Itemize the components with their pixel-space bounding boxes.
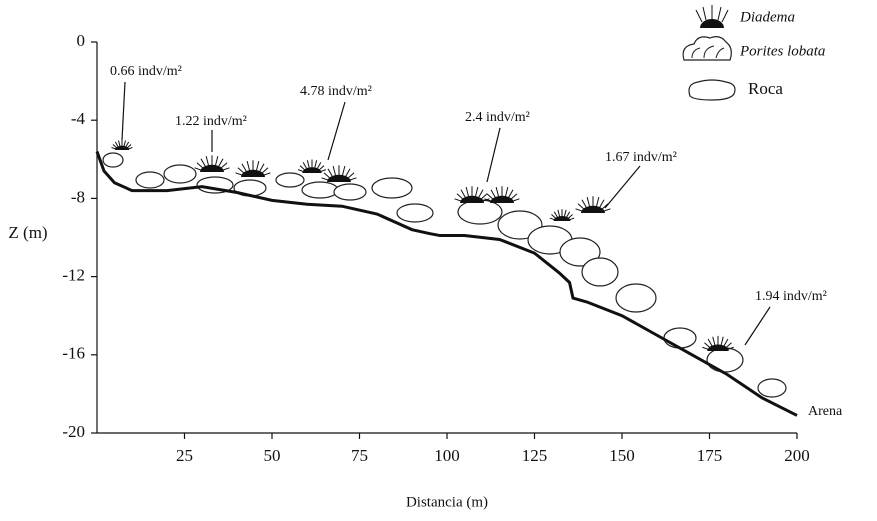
rock — [301, 181, 339, 199]
x-tick-label: 125 — [522, 446, 548, 465]
y-tick-label: -12 — [62, 266, 85, 285]
legend-rock — [688, 79, 736, 101]
x-tick-label: 150 — [609, 446, 635, 465]
legend-label: Roca — [748, 79, 783, 98]
rock — [333, 183, 367, 201]
rock — [497, 210, 543, 240]
rock — [581, 257, 619, 287]
annotation: 2.4 indv/m² — [465, 110, 530, 125]
rock — [706, 347, 744, 373]
urchin-spines — [297, 159, 327, 173]
urchin-spines — [235, 160, 271, 177]
legend-coral-detail — [691, 45, 725, 59]
y-tick-label: -20 — [62, 422, 85, 441]
legend: Diadema Porites lobata Roca — [682, 5, 825, 101]
annotation-pointer — [604, 165, 641, 209]
x-tick-label: 175 — [697, 446, 723, 465]
urchin-spines — [702, 335, 734, 351]
x-tick-label: 200 — [784, 446, 810, 465]
rock — [102, 152, 124, 168]
legend-urchin — [700, 19, 724, 28]
urchin-spines — [484, 186, 520, 203]
seabed-profile — [95, 150, 798, 417]
annotation: 4.78 indv/m² — [300, 84, 372, 99]
annotation-pointer — [327, 101, 346, 161]
annotation: Arena — [808, 404, 843, 419]
annotation: 1.22 indv/m² — [175, 114, 247, 129]
annotation-pointer — [744, 306, 771, 346]
urchin-spines — [549, 209, 575, 221]
rock — [757, 378, 787, 398]
rock — [275, 172, 305, 188]
y-tick-label: -4 — [71, 109, 86, 128]
rock — [371, 177, 413, 199]
legend-label: Porites lobata — [739, 43, 825, 59]
rock — [559, 237, 601, 267]
urchin-spines — [321, 165, 357, 182]
rock — [615, 283, 657, 313]
x-axis-label: Distancia (m) — [406, 494, 488, 510]
x-tick-label: 50 — [264, 446, 281, 465]
rock — [163, 164, 197, 184]
rock — [663, 327, 697, 349]
annotation: 1.94 indv/m² — [755, 289, 827, 304]
x-tick-label: 25 — [176, 446, 193, 465]
rock — [396, 203, 434, 223]
annotation: 0.66 indv/m² — [110, 64, 182, 79]
annotation-pointer — [486, 127, 501, 183]
annotation: 1.67 indv/m² — [605, 150, 677, 165]
legend-label: Diadema — [739, 9, 795, 25]
urchin-spines — [194, 155, 230, 172]
x-tick-label: 75 — [351, 446, 368, 465]
x-tick-label: 100 — [434, 446, 460, 465]
legend-urchin-spines — [695, 5, 729, 23]
y-tick-label: -16 — [62, 344, 85, 363]
y-axis-label: Z (m) — [8, 223, 47, 242]
y-tick-label: 0 — [77, 31, 86, 50]
urchin-spines — [111, 139, 133, 150]
rock — [457, 199, 503, 225]
annotation-pointer — [121, 81, 126, 141]
y-tick-label: -8 — [71, 187, 85, 206]
rock — [135, 171, 165, 189]
legend-coral — [682, 36, 732, 61]
urchin-spines — [575, 196, 611, 213]
urchin-spines — [454, 186, 490, 203]
